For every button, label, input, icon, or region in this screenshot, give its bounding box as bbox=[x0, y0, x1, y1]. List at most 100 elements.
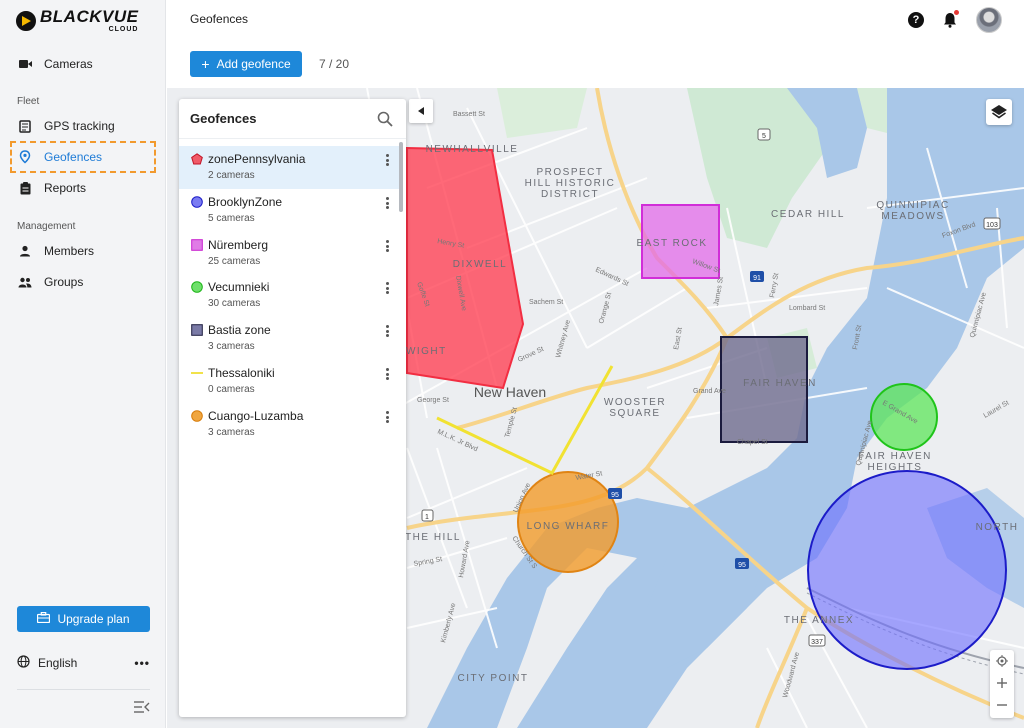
label-long-wharf: LONG WHARF bbox=[527, 521, 610, 532]
scrollbar-thumb[interactable] bbox=[399, 142, 403, 212]
kebab-menu-icon[interactable] bbox=[383, 280, 391, 296]
route-337-label: 337 bbox=[811, 639, 823, 646]
nav-geofences[interactable]: Geofences bbox=[10, 141, 156, 173]
blackvue-logo[interactable]: BLACKVUE CLOUD bbox=[16, 8, 138, 33]
route-95b-label: 95 bbox=[738, 562, 746, 569]
label-dwight: DWIGHT bbox=[397, 346, 447, 357]
label-wooster: WOOSTER bbox=[604, 397, 666, 408]
geofence-pin-icon bbox=[18, 150, 32, 164]
nav-gps-tracking[interactable]: GPS tracking bbox=[10, 111, 156, 141]
geofence-list-item[interactable]: Nüremberg 25 cameras bbox=[179, 232, 399, 275]
street-front: Front St bbox=[852, 325, 863, 351]
kebab-menu-icon[interactable] bbox=[383, 323, 391, 339]
street-water: Water St bbox=[575, 470, 603, 482]
geofence-list-item[interactable]: Thessaloniki 0 cameras bbox=[179, 360, 399, 403]
kebab-menu-icon[interactable] bbox=[383, 195, 391, 211]
kebab-menu-icon[interactable] bbox=[383, 238, 391, 254]
geofence-cuango-luzamba[interactable] bbox=[517, 471, 619, 573]
user-avatar[interactable] bbox=[976, 7, 1002, 33]
nav-groups-label: Groups bbox=[44, 275, 84, 289]
geofence-bastia-zone[interactable] bbox=[720, 336, 808, 443]
upgrade-plan-button[interactable]: Upgrade plan bbox=[17, 606, 150, 632]
label-cedar-hill: CEDAR HILL bbox=[771, 209, 845, 220]
label-newhallville: NEWHALLVILLE bbox=[426, 144, 519, 155]
brand-sub: CLOUD bbox=[108, 26, 139, 33]
brand-name: BLACKVUE bbox=[40, 7, 139, 26]
street-spring: Spring St bbox=[413, 556, 443, 568]
nav-gps-tracking-label: GPS tracking bbox=[44, 119, 115, 133]
geofence-list-item[interactable]: Bastia zone 3 cameras bbox=[179, 317, 399, 360]
label-new-haven: New Haven bbox=[474, 384, 546, 400]
help-button[interactable]: ? bbox=[906, 10, 926, 30]
street-bassett: Bassett St bbox=[453, 111, 485, 118]
label-fair-haven-heights: FAIR HAVEN bbox=[858, 451, 932, 462]
nav-cameras[interactable]: Cameras bbox=[10, 49, 156, 79]
nav-reports[interactable]: Reports bbox=[10, 173, 156, 203]
sidebar-divider bbox=[17, 689, 150, 690]
rectangle-shape-icon bbox=[191, 239, 203, 251]
kebab-menu-icon[interactable] bbox=[383, 366, 391, 382]
crosshair-icon bbox=[996, 655, 1008, 667]
street-ferry: Ferry St bbox=[769, 273, 780, 299]
geofence-cameras: 25 cameras bbox=[208, 256, 261, 267]
panel-title: Geofences bbox=[190, 111, 257, 126]
add-geofence-label: Add geofence bbox=[216, 57, 291, 71]
notifications-button[interactable] bbox=[940, 10, 960, 30]
collapse-panel-button[interactable] bbox=[409, 99, 433, 123]
geofence-name: BrooklynZone bbox=[208, 195, 283, 209]
street-chapel: Chapel St bbox=[737, 439, 768, 446]
layers-icon bbox=[991, 104, 1007, 118]
label-wooster2: SQUARE bbox=[609, 408, 660, 419]
group-icon bbox=[18, 275, 32, 289]
person-icon bbox=[18, 244, 32, 258]
zoom-out-button[interactable] bbox=[990, 694, 1014, 716]
gps-tracking-icon bbox=[18, 119, 32, 133]
line-shape-icon bbox=[191, 372, 203, 374]
circle-shape-icon bbox=[191, 281, 203, 293]
map-layers-button[interactable] bbox=[986, 99, 1012, 125]
geofence-list-item[interactable]: Vecumnieki 30 cameras bbox=[179, 274, 399, 317]
street-henry: Henry St bbox=[437, 238, 465, 250]
street-east-st: East St bbox=[673, 327, 684, 350]
language-selector[interactable]: English ••• bbox=[17, 652, 150, 674]
geofence-cameras: 2 cameras bbox=[208, 170, 255, 181]
geofence-cameras: 0 cameras bbox=[208, 384, 255, 395]
kebab-menu-icon[interactable] bbox=[383, 409, 391, 425]
nav-groups[interactable]: Groups bbox=[10, 267, 156, 297]
geofence-zonepennsylvania[interactable] bbox=[406, 146, 525, 390]
geofence-list-item[interactable]: BrooklynZone 5 cameras bbox=[179, 189, 399, 232]
geofence-brooklynzone[interactable] bbox=[807, 470, 1007, 670]
language-label: English bbox=[38, 656, 78, 670]
label-prospect3: DISTRICT bbox=[541, 189, 599, 200]
zoom-in-button[interactable] bbox=[990, 672, 1014, 694]
more-options-icon[interactable]: ••• bbox=[134, 656, 150, 670]
label-the-hill: THE HILL bbox=[405, 532, 461, 543]
geofence-list-item[interactable]: Cuango-Luzamba 3 cameras bbox=[179, 403, 399, 446]
fleet-section-label: Fleet bbox=[17, 96, 40, 107]
route-91-label: 91 bbox=[753, 275, 761, 282]
label-fair-haven: FAIR HAVEN bbox=[743, 378, 817, 389]
sidebar: BLACKVUE CLOUD Cameras Fleet GPS trackin… bbox=[0, 0, 166, 728]
nav-members[interactable]: Members bbox=[10, 236, 156, 266]
collapse-sidebar-icon[interactable] bbox=[134, 701, 150, 715]
kebab-menu-icon[interactable] bbox=[383, 152, 391, 168]
geofence-count: 7 / 20 bbox=[319, 57, 350, 71]
upgrade-plan-label: Upgrade plan bbox=[57, 612, 130, 626]
circle-shape-icon bbox=[191, 196, 203, 208]
rectangle-shape-icon bbox=[191, 324, 203, 336]
street-lombard: Lombard St bbox=[789, 305, 825, 312]
briefcase-icon bbox=[37, 611, 51, 626]
label-fair-haven-heights2: HEIGHTS bbox=[868, 462, 923, 473]
nav-geofences-label: Geofences bbox=[44, 150, 103, 164]
add-geofence-button[interactable]: + Add geofence bbox=[190, 51, 302, 77]
geofence-list-item[interactable]: zonePennsylvania 2 cameras bbox=[179, 146, 399, 189]
locate-me-button[interactable] bbox=[990, 650, 1014, 672]
geofence-thessaloniki[interactable] bbox=[436, 365, 614, 475]
caret-left-icon bbox=[418, 107, 424, 115]
panel-scrollbar[interactable] bbox=[399, 139, 404, 717]
zoom-controls bbox=[990, 650, 1014, 718]
geofence-vecumnieki[interactable] bbox=[870, 383, 938, 451]
search-icon[interactable] bbox=[377, 111, 393, 127]
label-the-annex: THE ANNEX bbox=[784, 615, 854, 626]
geofence-nuremberg[interactable] bbox=[641, 204, 720, 279]
